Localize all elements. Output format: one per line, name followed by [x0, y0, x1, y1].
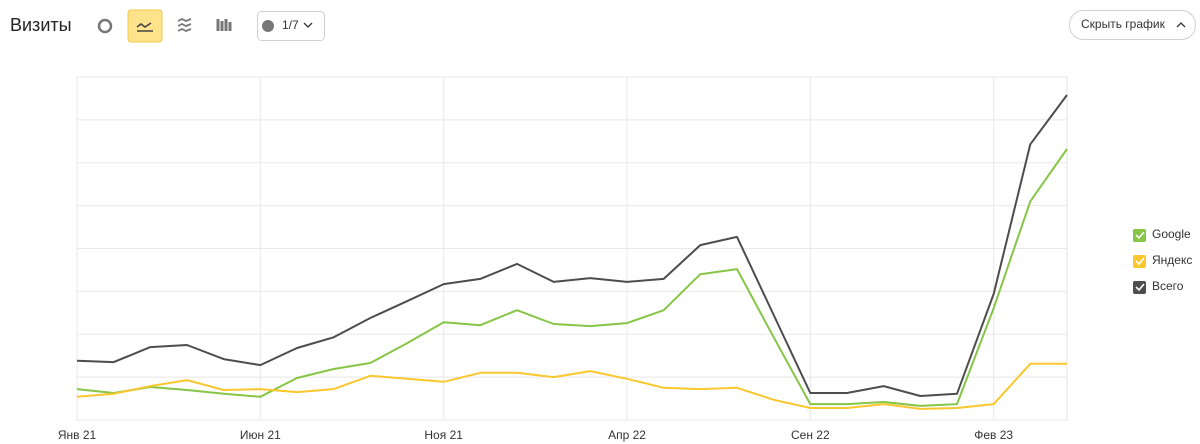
legend-check	[1135, 257, 1145, 266]
comments-button[interactable]: 1/7	[257, 11, 325, 41]
icon	[262, 20, 274, 32]
selected-bg	[127, 9, 163, 43]
pie-view-button[interactable]	[97, 18, 113, 34]
x-tick-label: Апр 22	[608, 428, 646, 442]
button-bg	[257, 11, 325, 41]
legend-check	[1135, 283, 1145, 292]
legend-checkbox[interactable]	[1133, 281, 1146, 294]
hide-chart-button[interactable]: Скрыть график	[1069, 10, 1196, 40]
legend-label[interactable]: Google	[1152, 227, 1191, 241]
area-view-button[interactable]	[177, 17, 192, 32]
icon	[177, 17, 192, 32]
line-view-button[interactable]	[127, 9, 163, 43]
comments-count: 1/7	[282, 18, 299, 32]
x-tick-label: Фев 23	[974, 428, 1013, 442]
legend-checkbox[interactable]	[1133, 229, 1146, 242]
series-line	[76, 362, 1067, 410]
icon	[97, 18, 113, 34]
legend-label[interactable]: Яндекс	[1152, 253, 1192, 267]
x-tick-label: Июн 21	[240, 428, 281, 442]
chevron	[303, 22, 313, 28]
icon	[136, 22, 153, 32]
x-tick-label: Сен 22	[791, 428, 830, 442]
button-bg	[1069, 10, 1196, 40]
bar-view-button[interactable]	[216, 19, 232, 31]
series-line	[76, 94, 1068, 397]
hide-chart-label: Скрыть график	[1081, 17, 1166, 31]
legend-label[interactable]: Всего	[1152, 279, 1184, 293]
x-tick-label: Янв 21	[58, 428, 97, 442]
legend-checkbox[interactable]	[1133, 255, 1146, 268]
page-title: Визиты	[10, 15, 72, 35]
x-tick-label: Ноя 21	[424, 428, 463, 442]
series-line	[76, 148, 1068, 407]
chevron	[1176, 22, 1186, 28]
legend-check	[1135, 231, 1145, 240]
icon	[216, 19, 232, 31]
